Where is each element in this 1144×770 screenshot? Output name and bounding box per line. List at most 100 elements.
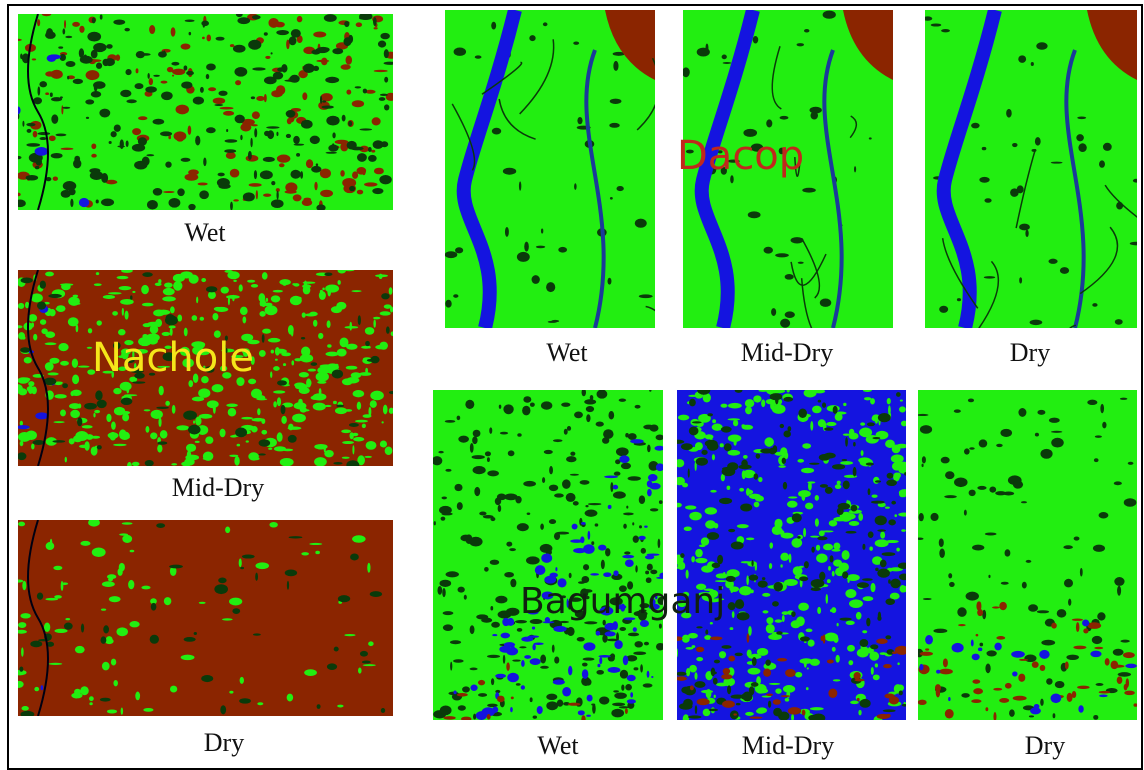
- speckle: [316, 372, 329, 382]
- speckle: [628, 633, 639, 637]
- speckle: [201, 278, 206, 282]
- speckle: [124, 394, 137, 396]
- speckle: [540, 666, 549, 669]
- speckle: [613, 485, 618, 490]
- speckle: [266, 298, 269, 302]
- speckle: [195, 136, 200, 146]
- speckle: [1028, 604, 1038, 611]
- speckle: [1105, 658, 1110, 665]
- speckle: [162, 296, 176, 301]
- speckle: [159, 386, 164, 396]
- speckle: [18, 303, 24, 309]
- speckle: [599, 657, 602, 664]
- speckle: [748, 211, 761, 218]
- speckle: [221, 287, 229, 294]
- speckle: [60, 409, 66, 416]
- speckle: [712, 454, 715, 460]
- speckle: [97, 445, 102, 449]
- speckle: [243, 192, 255, 201]
- speckle: [1096, 683, 1104, 686]
- speckle: [971, 699, 981, 703]
- speckle: [505, 227, 509, 237]
- speckle: [450, 662, 452, 671]
- speckle: [939, 306, 948, 313]
- speckle: [294, 296, 302, 300]
- speckle: [993, 688, 1002, 691]
- speckle: [309, 543, 322, 545]
- speckle: [870, 583, 875, 592]
- speckle: [705, 630, 708, 635]
- speckle: [613, 491, 626, 498]
- speckle: [945, 709, 954, 719]
- speckle: [619, 627, 626, 631]
- speckle: [276, 85, 285, 95]
- speckle: [62, 28, 65, 34]
- speckle: [136, 51, 145, 58]
- speckle: [1000, 429, 1012, 437]
- speckle: [473, 430, 481, 437]
- speckle: [1099, 512, 1109, 518]
- speckle: [232, 608, 240, 614]
- speckle: [189, 275, 199, 284]
- speckle: [446, 571, 459, 577]
- speckle: [63, 181, 77, 191]
- speckle: [826, 594, 829, 604]
- speckle: [1094, 458, 1099, 462]
- speckle: [320, 93, 332, 101]
- speckle: [770, 401, 775, 409]
- speckle: [723, 668, 730, 675]
- speckle: [22, 121, 24, 127]
- speckle: [31, 386, 37, 394]
- speckle: [315, 48, 329, 54]
- speckle: [138, 137, 147, 145]
- speckle: [252, 67, 265, 70]
- speckle: [214, 307, 222, 311]
- speckle: [198, 182, 208, 185]
- speckle: [887, 398, 891, 404]
- speckle: [925, 648, 929, 650]
- speckle: [542, 477, 545, 483]
- speckle: [1036, 42, 1047, 50]
- speckle: [54, 629, 67, 633]
- speckle: [72, 374, 79, 384]
- speckle: [61, 105, 63, 114]
- speckle: [72, 358, 78, 367]
- speckle: [603, 572, 611, 577]
- speckle: [111, 131, 117, 137]
- speckle: [234, 456, 239, 465]
- speckle: [922, 464, 924, 467]
- speckle: [679, 703, 693, 710]
- speckle: [721, 426, 732, 432]
- speckle: [861, 450, 864, 456]
- speckle: [32, 58, 36, 60]
- speckle: [97, 320, 102, 325]
- speckle: [91, 91, 101, 97]
- speckle: [699, 545, 705, 548]
- speckle: [797, 459, 804, 463]
- speckle: [583, 564, 589, 570]
- speckle: [68, 297, 80, 306]
- speckle: [19, 666, 23, 671]
- speckle: [517, 433, 521, 437]
- speckle: [201, 675, 213, 682]
- speckle: [925, 635, 933, 644]
- speckle: [290, 170, 300, 179]
- speckle: [746, 490, 753, 495]
- speckle: [753, 36, 758, 43]
- speckle: [561, 402, 570, 406]
- speckle: [346, 366, 358, 370]
- speckle: [742, 470, 746, 479]
- speckle: [367, 359, 377, 362]
- speckle: [1087, 622, 1101, 629]
- speckle: [553, 679, 565, 684]
- speckle: [252, 418, 265, 422]
- speckle: [1019, 277, 1022, 283]
- speckle: [858, 457, 871, 463]
- speckle: [253, 457, 259, 460]
- speckle: [791, 714, 794, 721]
- speckle: [476, 614, 488, 619]
- speckle: [936, 688, 940, 698]
- speckle: [145, 460, 154, 466]
- speckle: [884, 693, 894, 698]
- speckle: [158, 417, 161, 427]
